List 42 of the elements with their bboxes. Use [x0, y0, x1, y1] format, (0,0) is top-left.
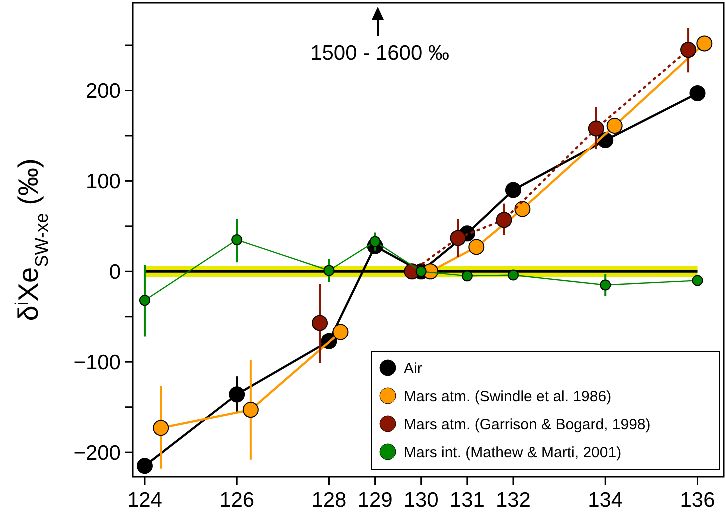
- y-tick-label: −200: [74, 442, 121, 465]
- point: [136, 458, 153, 474]
- x-tick-label: 136: [680, 489, 716, 512]
- x-tick-label: 130: [404, 489, 439, 512]
- y-tick-label: 100: [86, 170, 121, 194]
- x-tick-label: 131: [450, 489, 485, 512]
- x-tick-label: 124: [127, 489, 163, 512]
- point: [680, 42, 697, 58]
- x-tick-label: 126: [220, 489, 255, 512]
- point: [139, 295, 150, 306]
- point: [505, 182, 522, 198]
- point: [690, 85, 706, 102]
- point: [450, 230, 466, 246]
- point: [600, 280, 612, 291]
- point: [312, 315, 328, 332]
- point: [153, 420, 170, 436]
- y-tick-label: 0: [109, 261, 121, 284]
- x-tick-label: 129: [358, 489, 393, 512]
- x-tick-label: 134: [588, 489, 624, 512]
- point: [242, 402, 259, 418]
- point: [696, 36, 713, 52]
- point: [496, 212, 512, 228]
- point: [514, 201, 531, 218]
- legend-label: Mars atm. (Swindle et al. 1986): [404, 388, 612, 406]
- point: [332, 324, 349, 340]
- point: [232, 234, 243, 246]
- point: [508, 270, 519, 281]
- point: [462, 270, 473, 282]
- legend-label: Mars atm. (Garrison & Bogard, 1998): [404, 416, 651, 434]
- point: [588, 120, 604, 137]
- point: [229, 386, 246, 403]
- point: [692, 275, 704, 286]
- point: [324, 265, 335, 276]
- point: [468, 239, 485, 256]
- y-tick-label: −100: [74, 351, 121, 374]
- x-tick-label: 132: [496, 489, 532, 512]
- legend-label: Mars int. (Mathew & Marti, 2001): [404, 444, 622, 462]
- y-tick-label: 200: [86, 80, 121, 104]
- annotation: 1500 - 1600 ‰: [310, 42, 450, 65]
- x-tick-label: 128: [312, 489, 347, 512]
- point: [606, 118, 623, 134]
- legend-label: Air: [404, 360, 422, 378]
